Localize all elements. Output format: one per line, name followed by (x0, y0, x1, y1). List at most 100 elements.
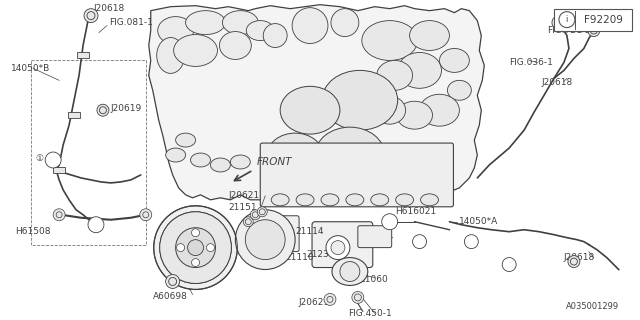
Circle shape (169, 277, 177, 285)
Circle shape (243, 217, 253, 227)
Text: A035001299: A035001299 (566, 302, 619, 311)
Text: 1: 1 (93, 222, 98, 228)
Circle shape (99, 107, 106, 114)
Circle shape (45, 152, 61, 168)
Ellipse shape (166, 148, 186, 162)
Text: 1: 1 (51, 157, 56, 163)
Circle shape (413, 235, 426, 249)
Text: 1: 1 (507, 261, 511, 268)
Text: J20621: J20621 (228, 191, 260, 200)
Circle shape (465, 235, 478, 249)
Polygon shape (148, 5, 484, 202)
Ellipse shape (173, 35, 218, 67)
Ellipse shape (374, 96, 406, 124)
Circle shape (236, 210, 295, 269)
Circle shape (245, 220, 285, 260)
Ellipse shape (362, 20, 417, 60)
Ellipse shape (315, 127, 385, 183)
FancyBboxPatch shape (312, 222, 372, 268)
Ellipse shape (186, 11, 225, 35)
Text: J20619: J20619 (111, 104, 142, 113)
Circle shape (331, 9, 359, 36)
Circle shape (140, 209, 152, 221)
Circle shape (326, 236, 350, 260)
Circle shape (502, 258, 516, 271)
FancyBboxPatch shape (250, 216, 299, 252)
Circle shape (97, 104, 109, 116)
Circle shape (207, 244, 214, 252)
Ellipse shape (396, 194, 413, 206)
Text: FIG.036-1: FIG.036-1 (509, 58, 553, 67)
Ellipse shape (230, 155, 250, 169)
Text: 14050*B: 14050*B (12, 64, 51, 73)
Ellipse shape (371, 194, 388, 206)
Text: 1: 1 (417, 239, 422, 245)
Ellipse shape (157, 17, 193, 44)
Ellipse shape (346, 194, 364, 206)
Circle shape (263, 24, 287, 47)
Text: A60698: A60698 (153, 292, 188, 301)
FancyBboxPatch shape (358, 226, 392, 248)
Circle shape (324, 293, 336, 305)
Circle shape (340, 261, 360, 282)
FancyBboxPatch shape (260, 143, 453, 207)
Ellipse shape (191, 153, 211, 167)
Circle shape (191, 259, 200, 267)
Circle shape (87, 12, 95, 20)
Ellipse shape (377, 60, 413, 90)
Circle shape (552, 16, 566, 29)
Circle shape (292, 8, 328, 44)
Circle shape (355, 294, 362, 301)
Text: FRONT: FRONT (256, 157, 292, 167)
Text: 11060: 11060 (360, 275, 388, 284)
Circle shape (250, 210, 260, 220)
Text: J20618: J20618 (564, 253, 595, 262)
Text: J20618: J20618 (93, 4, 124, 13)
FancyBboxPatch shape (68, 112, 80, 118)
Ellipse shape (322, 70, 397, 130)
Circle shape (88, 217, 104, 233)
Circle shape (160, 212, 232, 284)
Circle shape (84, 9, 98, 23)
Ellipse shape (410, 20, 449, 51)
Ellipse shape (280, 86, 340, 134)
Text: FIG.081-1: FIG.081-1 (109, 18, 153, 27)
Circle shape (568, 256, 580, 268)
Ellipse shape (397, 101, 433, 129)
Circle shape (191, 229, 200, 237)
Text: H61508: H61508 (15, 227, 51, 236)
Ellipse shape (321, 194, 339, 206)
Text: 21151: 21151 (228, 203, 257, 212)
Ellipse shape (271, 194, 289, 206)
Ellipse shape (157, 37, 184, 73)
Circle shape (381, 214, 397, 230)
Circle shape (166, 275, 180, 288)
Text: i: i (566, 15, 568, 24)
Ellipse shape (220, 32, 252, 60)
Ellipse shape (447, 80, 471, 100)
Ellipse shape (175, 133, 196, 147)
Text: FIG.720-2: FIG.720-2 (547, 26, 591, 35)
Ellipse shape (332, 258, 368, 285)
Text: 21110: 21110 (285, 253, 314, 262)
Text: H616021: H616021 (395, 207, 436, 216)
Ellipse shape (223, 11, 259, 35)
Circle shape (143, 212, 148, 218)
Circle shape (154, 206, 237, 289)
FancyBboxPatch shape (77, 52, 89, 59)
Ellipse shape (211, 158, 230, 172)
Ellipse shape (420, 94, 460, 126)
Circle shape (257, 207, 268, 217)
Circle shape (188, 240, 204, 256)
Circle shape (590, 27, 597, 34)
FancyBboxPatch shape (53, 167, 65, 173)
Text: F92209: F92209 (584, 15, 623, 25)
Ellipse shape (397, 52, 442, 88)
Text: 21210: 21210 (360, 233, 388, 242)
Bar (31, 60, 146, 244)
Text: J20621: J20621 (298, 298, 329, 307)
Circle shape (252, 212, 259, 218)
Ellipse shape (296, 194, 314, 206)
Text: 1: 1 (469, 239, 474, 245)
Text: ①: ① (35, 154, 44, 163)
